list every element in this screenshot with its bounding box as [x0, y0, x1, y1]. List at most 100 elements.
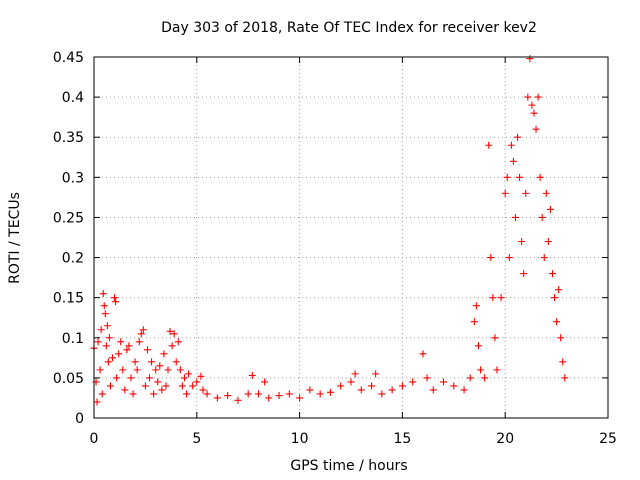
data-point: [103, 322, 111, 330]
data-point: [497, 294, 505, 302]
data-point: [540, 254, 548, 262]
x-tick-label: 5: [192, 431, 201, 447]
x-tick-labels: 0 5 10 15 20 25: [90, 431, 617, 447]
data-point: [261, 378, 269, 386]
x-tick-label: 15: [393, 431, 411, 447]
data-point: [534, 93, 542, 101]
data-point: [133, 366, 141, 374]
x-tick-label: 25: [599, 431, 617, 447]
data-point: [477, 366, 485, 374]
data-point: [306, 386, 314, 394]
data-point: [150, 390, 158, 398]
data-point: [143, 346, 151, 354]
data-point: [156, 362, 164, 370]
data-point: [224, 392, 232, 400]
data-point: [316, 390, 324, 398]
data-point: [470, 318, 478, 326]
data-point: [139, 326, 147, 334]
data-point: [162, 382, 170, 390]
data-point: [557, 334, 565, 342]
data-points: [90, 55, 569, 406]
data-point: [368, 382, 376, 390]
data-point: [423, 374, 431, 382]
x-tick-label: 10: [291, 431, 309, 447]
data-point: [337, 382, 345, 390]
data-point: [326, 388, 334, 396]
data-point: [174, 338, 182, 346]
data-point: [199, 386, 207, 394]
data-point: [178, 382, 186, 390]
data-point: [111, 294, 119, 302]
data-point: [489, 294, 497, 302]
data-point: [507, 141, 515, 149]
data-point: [106, 382, 114, 390]
y-tick-label: 0: [75, 411, 84, 427]
x-tick-label: 0: [90, 431, 99, 447]
data-point: [466, 374, 474, 382]
data-point: [166, 327, 174, 335]
y-tick-labels: 0 0.05 0.1 0.15 0.2 0.25 0.3 0.35 0.4 0.45: [53, 50, 84, 427]
data-point: [203, 390, 211, 398]
data-point: [189, 382, 197, 390]
data-point: [347, 378, 355, 386]
data-point: [109, 354, 117, 362]
data-point: [100, 302, 108, 310]
data-point: [123, 346, 131, 354]
data-point: [148, 358, 156, 366]
data-point: [154, 378, 162, 386]
data-point: [125, 342, 133, 350]
data-point: [152, 366, 160, 374]
data-point: [185, 370, 193, 378]
data-point: [180, 374, 188, 382]
data-point: [193, 378, 201, 386]
data-point: [97, 326, 105, 334]
data-point: [102, 342, 110, 350]
data-point: [265, 394, 273, 402]
data-point: [112, 298, 120, 306]
data-point: [518, 238, 526, 246]
y-tick-label: 0.35: [53, 130, 84, 146]
data-point: [372, 370, 380, 378]
data-point: [168, 342, 176, 350]
plot-frame: [93, 56, 609, 419]
data-point: [501, 189, 509, 197]
data-point: [536, 173, 544, 181]
y-tick-label: 0.2: [62, 251, 84, 267]
data-point: [491, 334, 499, 342]
data-point: [398, 382, 406, 390]
data-point: [357, 386, 365, 394]
data-point: [234, 396, 242, 404]
data-point: [213, 394, 221, 402]
data-point: [104, 358, 112, 366]
data-point: [176, 366, 184, 374]
data-point: [526, 55, 534, 63]
data-point: [509, 157, 517, 165]
data-point: [522, 189, 530, 197]
data-point: [117, 338, 125, 346]
data-point: [450, 382, 458, 390]
data-point: [472, 302, 480, 310]
data-point: [137, 330, 145, 338]
data-point: [440, 378, 448, 386]
data-point: [516, 173, 524, 181]
data-point: [538, 213, 546, 221]
data-point: [141, 382, 149, 390]
data-point: [511, 213, 519, 221]
data-point: [528, 101, 536, 109]
data-point: [248, 371, 256, 379]
data-point: [419, 350, 427, 358]
data-point: [409, 378, 417, 386]
data-point: [474, 342, 482, 350]
data-point: [460, 386, 468, 394]
data-point: [146, 374, 154, 382]
data-point: [542, 189, 550, 197]
data-point: [559, 358, 567, 366]
data-point: [164, 366, 172, 374]
data-point: [135, 338, 143, 346]
data-point: [530, 109, 538, 117]
data-point: [99, 290, 107, 298]
data-point: [113, 374, 121, 382]
data-point: [131, 358, 139, 366]
data-point: [158, 386, 166, 394]
